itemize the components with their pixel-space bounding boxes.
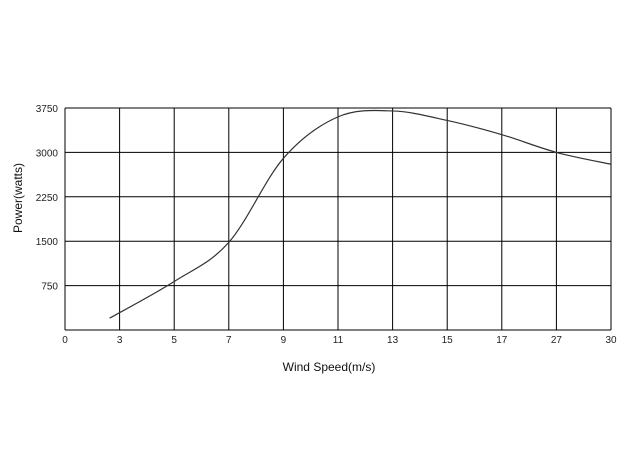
y-axis-label: Power(watts) [11,163,25,233]
x-tick-label: 17 [496,335,508,346]
y-tick-label: 1500 [36,237,59,248]
y-tick-label: 750 [41,282,58,293]
x-tick-label: 13 [387,335,399,346]
x-tick-label: 3 [117,335,123,346]
x-tick-label: 11 [333,335,344,346]
y-tick-label: 3750 [36,104,59,115]
x-axis-label: Wind Speed(m/s) [283,360,376,374]
x-tick-label: 0 [62,335,68,346]
x-tick-label: 5 [171,335,177,346]
x-tick-label: 9 [281,335,287,346]
series-line [109,109,612,319]
x-tick-label: 30 [605,335,617,346]
x-tick-label: 15 [442,335,454,346]
y-tick-label: 2250 [36,193,59,204]
grid [64,107,612,331]
x-tick-label: 27 [551,335,563,346]
x-tick-labels: 0 3 5 7 9 11 13 15 17 27 30 [62,335,617,346]
x-tick-label: 7 [226,335,232,346]
y-tick-label: 3000 [36,148,59,159]
series-line-layer [109,109,612,319]
y-tick-labels: 750 1500 2250 3000 3750 [36,104,59,293]
